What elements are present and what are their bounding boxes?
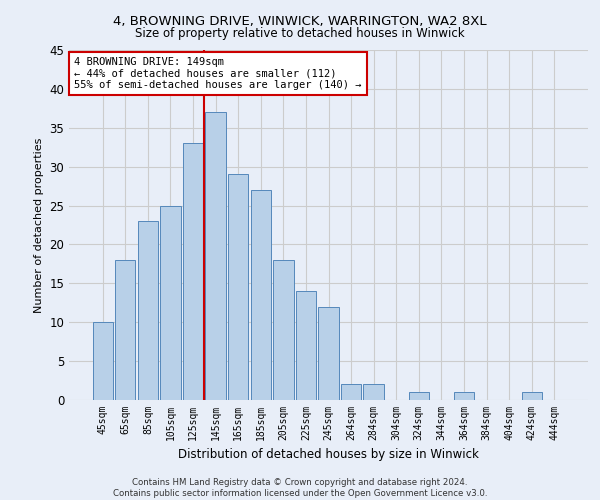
X-axis label: Distribution of detached houses by size in Winwick: Distribution of detached houses by size … — [178, 448, 479, 462]
Text: 4, BROWNING DRIVE, WINWICK, WARRINGTON, WA2 8XL: 4, BROWNING DRIVE, WINWICK, WARRINGTON, … — [113, 15, 487, 28]
Bar — [296, 291, 316, 400]
Bar — [319, 306, 338, 400]
Bar — [92, 322, 113, 400]
Bar — [454, 392, 474, 400]
Bar — [273, 260, 293, 400]
Bar — [205, 112, 226, 400]
Bar — [521, 392, 542, 400]
Bar — [251, 190, 271, 400]
Bar — [228, 174, 248, 400]
Bar — [341, 384, 361, 400]
Text: Size of property relative to detached houses in Winwick: Size of property relative to detached ho… — [135, 28, 465, 40]
Bar — [409, 392, 429, 400]
Text: Contains HM Land Registry data © Crown copyright and database right 2024.
Contai: Contains HM Land Registry data © Crown c… — [113, 478, 487, 498]
Bar — [115, 260, 136, 400]
Bar — [364, 384, 384, 400]
Text: 4 BROWNING DRIVE: 149sqm
← 44% of detached houses are smaller (112)
55% of semi-: 4 BROWNING DRIVE: 149sqm ← 44% of detach… — [74, 57, 362, 90]
Bar — [183, 144, 203, 400]
Bar — [160, 206, 181, 400]
Y-axis label: Number of detached properties: Number of detached properties — [34, 138, 44, 312]
Bar — [138, 221, 158, 400]
